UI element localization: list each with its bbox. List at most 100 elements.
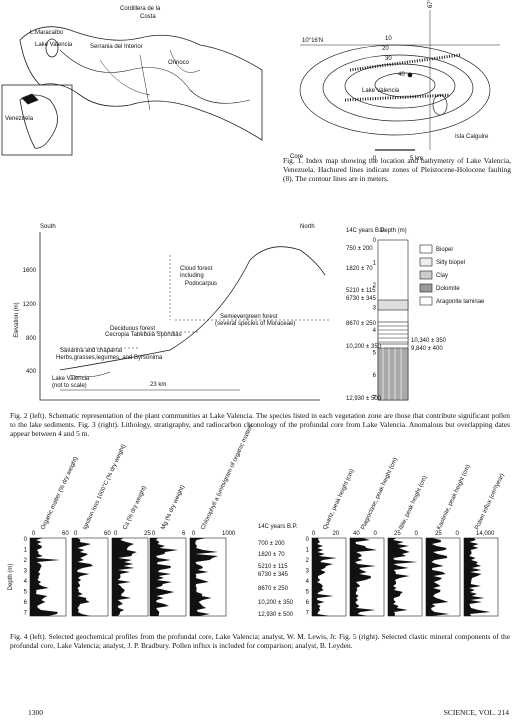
axis-label: Depth (m) xyxy=(8,564,14,591)
tick-label: 0 xyxy=(114,531,118,537)
tick-label: 0 xyxy=(24,537,28,543)
column-header: 14C years B.P. xyxy=(346,228,386,234)
tick-label: 4 xyxy=(306,579,310,585)
zone-label: Podocarpus xyxy=(185,281,217,287)
zone-label: Herbs,grasses,legumes, and Byrsonima xyxy=(56,355,163,361)
date-label: 5210 ± 115 xyxy=(346,288,376,294)
map-label: Venezuela xyxy=(5,116,34,122)
tick-label: 7 xyxy=(24,611,28,617)
tick-label: 5 xyxy=(24,590,28,596)
index-map xyxy=(1,26,263,156)
tick-label: 0 xyxy=(74,531,78,537)
caption-fig4-5: Fig. 4 (left). Selected geochemical prof… xyxy=(10,632,510,650)
tick-label: 2 xyxy=(306,558,310,564)
axis-label: North xyxy=(300,224,315,230)
date-label: 9,840 ± 400 xyxy=(411,346,443,352)
column-header: 14C years B.P. xyxy=(258,524,298,530)
zone-label: including xyxy=(180,273,204,279)
tick-label: 1600 xyxy=(23,268,37,274)
date-label: 750 ± 200 xyxy=(346,246,373,252)
tick-label: 2 xyxy=(24,558,28,564)
map-label: Cordillera de la xyxy=(120,6,161,12)
map-label: 30 xyxy=(385,56,392,62)
tick-label: 6 xyxy=(24,600,28,606)
page-number: 1300 xyxy=(28,708,43,717)
map-label: Lake Valencia xyxy=(35,42,73,48)
profile xyxy=(112,538,137,616)
tick-label: 0 xyxy=(32,531,36,537)
column-header: Pollen influx (cm²/year) xyxy=(474,473,505,531)
tick-label: 1 xyxy=(24,548,28,554)
tick-label: 60 xyxy=(62,531,69,537)
caption-fig2-3: Fig. 2 (left). Schematic representation … xyxy=(10,411,510,438)
map-label: 10°16'N xyxy=(302,38,323,44)
tick-label: 1 xyxy=(373,261,377,267)
legend-label: Dolomite xyxy=(436,286,460,292)
date-label: 8670 ± 250 xyxy=(346,321,377,327)
tick-label: 60 xyxy=(104,531,111,537)
column-header: Illite, peak height (cm) xyxy=(398,475,428,531)
tick-label: 0 xyxy=(415,531,419,537)
zone-label: Deciduous forest xyxy=(110,326,155,332)
tick-label: 1000 xyxy=(222,531,236,537)
zone-label: Lake Valencia xyxy=(52,376,90,382)
profile xyxy=(426,538,450,616)
legend-label: Silty biopel xyxy=(436,260,465,266)
map-label: Core xyxy=(290,154,304,160)
column-header: Chlorophyll a (units/gram of organic mat… xyxy=(200,424,254,531)
bathymetry-map xyxy=(299,10,500,151)
column-header: Quartz, peak height (cm) xyxy=(322,468,355,530)
zone-label: Savanna and chaparral xyxy=(60,348,122,354)
tick-label: 400 xyxy=(26,369,37,375)
profile xyxy=(72,538,93,616)
date-label: 8670 ± 250 xyxy=(258,586,289,592)
date-label: 12,930 ± 500 xyxy=(258,612,294,618)
tick-label: 20 xyxy=(333,531,340,537)
date-label: 1820 ± 70 xyxy=(346,266,373,272)
zone-label: Cecropia Tabebuia Spondias xyxy=(105,332,182,338)
date-label: 1820 ± 70 xyxy=(258,552,285,558)
core-column xyxy=(377,239,433,401)
tick-label: 1200 xyxy=(23,302,37,308)
tick-label: 25 xyxy=(394,531,401,537)
date-label: 12,930 ± 500 xyxy=(346,396,382,402)
map-label: 10 xyxy=(385,36,392,42)
column-header: Kaolinite, peak height (cm) xyxy=(436,464,471,531)
zone-label: Semievergreen forest xyxy=(220,314,278,320)
map-label: 5 km xyxy=(410,156,423,162)
vegetation-profile xyxy=(39,232,330,401)
date-label: 10,200 ± 350 xyxy=(258,600,294,606)
tick-label: 5 xyxy=(306,590,310,596)
tick-label: 0 xyxy=(374,531,378,537)
tick-label: 7 xyxy=(373,396,377,402)
date-label: 10,200 ± 350 xyxy=(346,344,382,350)
profile xyxy=(464,538,491,616)
tick-label: 4 xyxy=(373,328,377,334)
axis-label: South xyxy=(40,224,56,230)
tick-label: 6 xyxy=(182,531,186,537)
profile-columns xyxy=(29,537,499,617)
column-header: Mg (% dry weight) xyxy=(160,484,186,530)
tick-label: 6 xyxy=(306,600,310,606)
map-label: L.Maracaibo xyxy=(30,30,64,36)
legend-label: Biopel xyxy=(436,247,453,253)
tick-label: 1 xyxy=(306,548,310,554)
profile xyxy=(30,538,60,616)
date-label: 6730 ± 345 xyxy=(346,296,377,302)
map-label: 20 xyxy=(382,46,389,52)
tick-label: 40 xyxy=(353,531,360,537)
zone-label: Cloud forest xyxy=(180,266,213,272)
map-label: 0 xyxy=(373,156,377,162)
tick-label: 25 xyxy=(435,531,442,537)
tick-label: 3 xyxy=(306,569,310,575)
zone-label: 23 km xyxy=(150,382,166,388)
tick-label: 3 xyxy=(373,306,377,312)
date-label: 700 ± 200 xyxy=(258,541,285,547)
tick-label: 4 xyxy=(24,579,28,585)
profile xyxy=(388,538,418,616)
zone-label: (several species of Moraceae) xyxy=(215,321,295,327)
tick-label: 0 xyxy=(192,531,196,537)
legend-label: Aragonite laminae xyxy=(436,299,485,305)
tick-label: 7 xyxy=(306,611,310,617)
